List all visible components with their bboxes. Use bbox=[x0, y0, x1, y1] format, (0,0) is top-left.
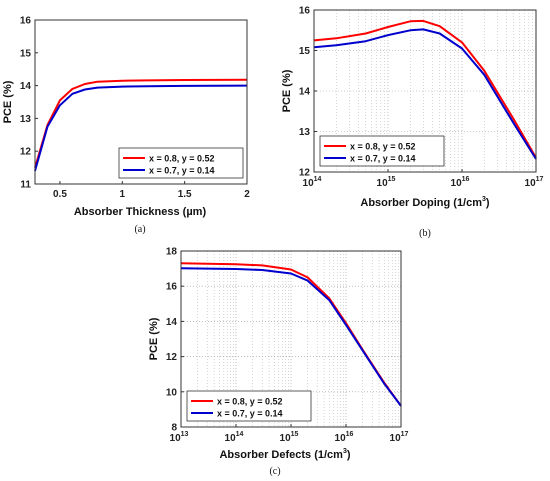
y-tick-label: 12 bbox=[166, 352, 178, 363]
y-tick-label: 16 bbox=[20, 16, 32, 27]
x-tick-label: 1.5 bbox=[178, 189, 192, 200]
y-axis-label: PCE (%) bbox=[281, 69, 293, 112]
y-tick-label: 12 bbox=[299, 168, 311, 179]
series-line-1 bbox=[313, 19, 537, 159]
x-tick-label: 1015 bbox=[377, 176, 396, 189]
y-axis-label: PCE (%) bbox=[148, 317, 160, 360]
panel-c: 8 10 12 14 16 18 1013 1014 1015 1016 1017 Absorber … bbox=[148, 247, 409, 478]
legend-label-1: x = 0.8, y = 0.52 bbox=[149, 154, 215, 164]
panel-caption: (a) bbox=[134, 224, 145, 235]
x-tick-label: 1 bbox=[120, 189, 126, 200]
panel-b: 12 13 14 15 16 1014 1015 1016 1017 Absorber Dopin… bbox=[281, 6, 544, 240]
panel-caption: (b) bbox=[419, 228, 431, 239]
x-tick-label: 1017 bbox=[390, 431, 409, 444]
series-line-2 bbox=[180, 267, 402, 407]
legend-box bbox=[186, 390, 312, 422]
y-axis-label: PCE (%) bbox=[2, 80, 14, 123]
x-tick-label: 2 bbox=[244, 189, 250, 200]
legend-box bbox=[319, 135, 445, 167]
x-tick-label: 1013 bbox=[170, 431, 189, 444]
x-tick-label: 1016 bbox=[335, 431, 354, 444]
series-line-1 bbox=[34, 78, 248, 168]
legend: x = 0.8, y = 0.52 x = 0.7, y = 0.14 bbox=[319, 135, 445, 167]
y-tick-label: 11 bbox=[20, 180, 31, 191]
x-tick-label: 0.5 bbox=[53, 189, 67, 200]
y-tick-label: 14 bbox=[299, 87, 311, 98]
x-tick-label: 1016 bbox=[451, 176, 470, 189]
x-axis-label: Absorber Doping (1/cm3) bbox=[360, 196, 490, 209]
x-tick-label: 1014 bbox=[303, 176, 322, 189]
series-line-2 bbox=[34, 84, 248, 172]
x-axis-label: Absorber Defects (1/cm3) bbox=[219, 448, 350, 461]
plot-frame bbox=[34, 19, 248, 185]
y-tick-label: 14 bbox=[166, 317, 178, 328]
x-axis-label: Absorber Thickness (µm) bbox=[74, 206, 207, 218]
y-tick-label: 16 bbox=[166, 282, 178, 293]
y-tick-label: 14 bbox=[20, 81, 32, 92]
legend-label-2: x = 0.7, y = 0.14 bbox=[149, 166, 215, 176]
y-tick-label: 16 bbox=[299, 6, 311, 17]
legend-label-1: x = 0.8, y = 0.52 bbox=[350, 142, 416, 152]
y-tick-label: 10 bbox=[166, 387, 178, 398]
y-tick-label: 8 bbox=[171, 423, 177, 434]
series-line-2 bbox=[313, 28, 537, 160]
legend: x = 0.8, y = 0.52 x = 0.7, y = 0.14 bbox=[118, 147, 244, 179]
y-tick-label: 13 bbox=[299, 127, 311, 138]
legend: x = 0.8, y = 0.52 x = 0.7, y = 0.14 bbox=[186, 390, 312, 422]
legend-label-1: x = 0.8, y = 0.52 bbox=[217, 397, 283, 407]
legend-box bbox=[118, 147, 244, 179]
y-tick-label: 15 bbox=[20, 48, 32, 59]
y-tick-label: 13 bbox=[20, 114, 32, 125]
y-tick-label: 12 bbox=[20, 147, 32, 158]
legend-label-2: x = 0.7, y = 0.14 bbox=[350, 154, 416, 164]
panel-caption: (c) bbox=[269, 466, 280, 477]
y-tick-label: 18 bbox=[166, 247, 178, 258]
x-tick-label: 1015 bbox=[280, 431, 299, 444]
panel-a: 11 12 13 14 15 16 0.5 1 1.5 2 Absorber Thickness (… bbox=[2, 16, 250, 236]
legend-label-2: x = 0.7, y = 0.14 bbox=[217, 409, 283, 419]
x-tick-label: 1017 bbox=[525, 176, 544, 189]
x-tick-label: 1014 bbox=[225, 431, 244, 444]
y-tick-label: 15 bbox=[299, 46, 311, 57]
